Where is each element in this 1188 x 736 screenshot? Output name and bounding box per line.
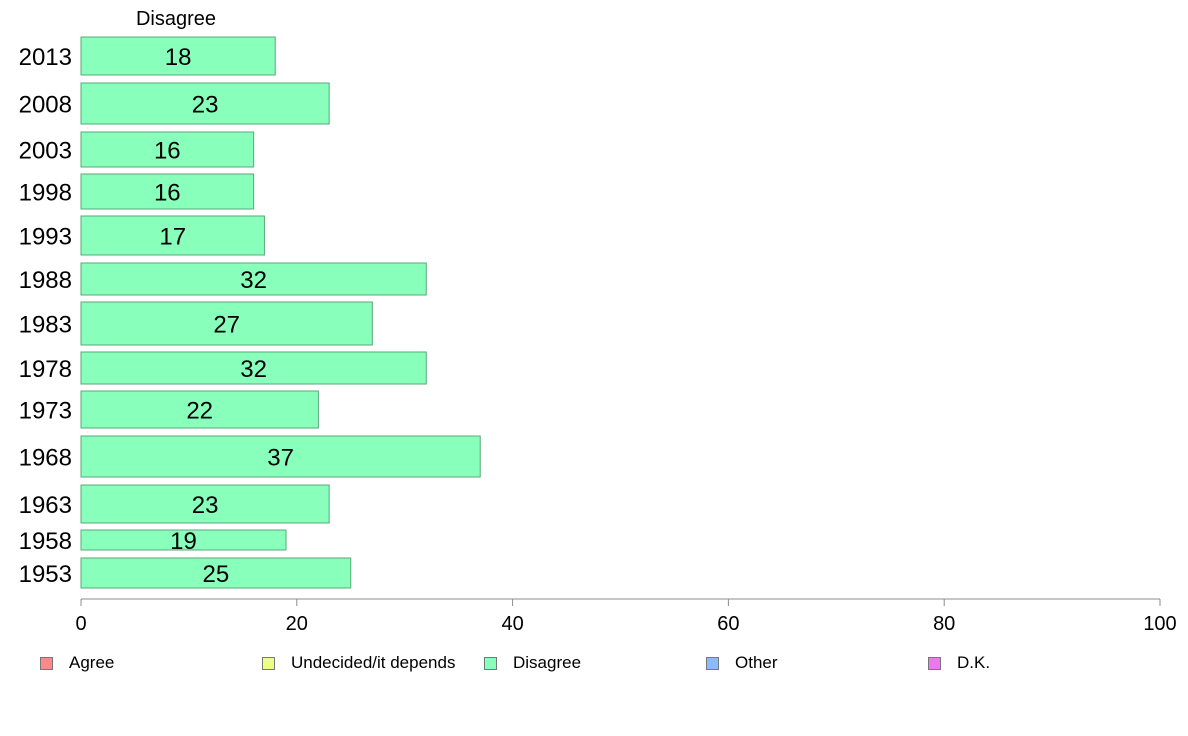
category-label: 2008 — [19, 92, 72, 119]
bar — [80, 351, 427, 385]
category-label: 1978 — [19, 356, 72, 383]
data-label: 25 — [203, 561, 230, 588]
legend-swatch — [40, 656, 53, 670]
legend-swatch — [706, 656, 719, 670]
legend-swatch — [928, 656, 941, 670]
bar — [80, 215, 265, 256]
bar — [80, 131, 255, 168]
legend-label: Disagree — [513, 653, 582, 672]
x-tick-label: 100 — [1143, 613, 1176, 635]
x-tick-label: 0 — [75, 613, 86, 635]
legend-item-other: Other — [706, 652, 778, 674]
category-label: 1998 — [19, 180, 72, 207]
legend-label: Other — [735, 653, 778, 672]
category-label: 1958 — [19, 528, 72, 555]
data-label: 32 — [240, 267, 267, 294]
data-label: 23 — [192, 492, 219, 519]
legend-item-undecided: Undecided/it depends — [262, 652, 455, 674]
category-label: 1973 — [19, 398, 72, 425]
x-tick-label: 20 — [286, 613, 308, 635]
bar — [80, 301, 373, 346]
legend-label: Undecided/it depends — [291, 653, 456, 672]
bar — [80, 262, 427, 296]
legend-swatch — [484, 656, 497, 670]
category-label: 1993 — [19, 224, 72, 251]
data-label: 17 — [159, 224, 186, 251]
legend-item-disagree: Disagree — [484, 652, 581, 674]
category-label: 1968 — [19, 445, 72, 472]
bar — [80, 36, 276, 76]
bars-group: 2013 18 2008 23 2003 16 1998 16 1993 17 1988 32 1983… — [19, 36, 481, 589]
bar — [80, 435, 481, 478]
bar — [80, 529, 287, 551]
legend-item-agree: Agree — [40, 652, 114, 674]
category-label: 2013 — [19, 44, 72, 71]
x-tick-label: 80 — [933, 613, 955, 635]
x-tick-label: 60 — [717, 613, 739, 635]
category-label: 1963 — [19, 492, 72, 519]
bar — [80, 557, 352, 589]
bar — [80, 390, 319, 429]
data-label: 27 — [213, 312, 240, 339]
category-label: 1953 — [19, 561, 72, 588]
legend-label: Agree — [69, 653, 115, 672]
bar — [80, 82, 330, 125]
data-label: 16 — [154, 180, 181, 207]
category-label: 1988 — [19, 267, 72, 294]
legend: Agree Undecided/it depends Disagree Othe… — [0, 652, 1188, 676]
bar — [80, 484, 330, 524]
data-label: 16 — [154, 138, 181, 165]
data-label: 23 — [192, 92, 219, 119]
data-label: 18 — [165, 44, 192, 71]
data-label: 22 — [186, 398, 213, 425]
legend-item-dk: D.K. — [928, 652, 990, 674]
x-tick-label: 40 — [501, 613, 523, 635]
data-label: 32 — [240, 356, 267, 383]
bar — [80, 173, 255, 210]
legend-swatch — [262, 656, 275, 670]
x-axis: 0 20 40 60 80 100 — [75, 598, 1177, 635]
data-label: 19 — [170, 528, 197, 555]
category-label: 1983 — [19, 312, 72, 339]
legend-label: D.K. — [957, 653, 991, 672]
category-label: 2003 — [19, 138, 72, 165]
chart-title: Disagree — [136, 8, 216, 30]
data-label: 37 — [267, 445, 294, 472]
